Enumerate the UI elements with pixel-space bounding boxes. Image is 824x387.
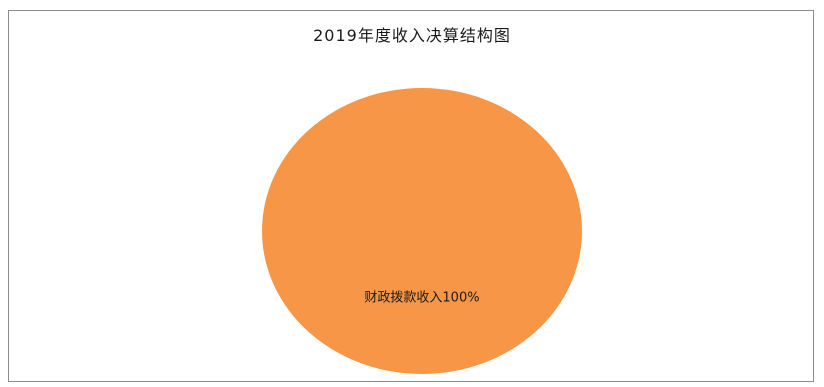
pie-slice-0 — [262, 88, 582, 374]
pie-slices — [262, 88, 582, 374]
pie-labels: 财政拨款收入100% — [364, 291, 479, 306]
pie-slice-label-0: 财政拨款收入100% — [364, 291, 479, 306]
chart-title: 2019年度收入决算结构图 — [313, 26, 511, 45]
